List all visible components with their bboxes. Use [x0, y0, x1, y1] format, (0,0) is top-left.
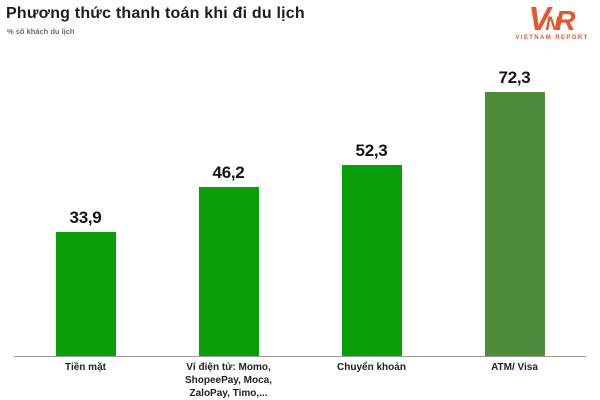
bar-chart-plot: 33,9 46,2 52,3 72,3: [14, 46, 586, 357]
vietnam-report-logo: VNR VIETNAM REPORT: [509, 2, 595, 41]
bar-value-label: 33,9: [69, 208, 102, 228]
bar-column-transfer: 52,3: [300, 46, 443, 356]
bar-value-label: 72,3: [498, 68, 531, 88]
category-label-ewallet: Ví điện tử: Momo, ShopeePay, Moca, ZaloP…: [184, 362, 273, 399]
logo-letter: V: [528, 0, 551, 37]
category-label-atm-visa: ATM/ Visa: [491, 362, 538, 373]
bar-column-cash: 33,9: [14, 46, 157, 356]
category-label-transfer: Chuyển khoản: [337, 362, 406, 373]
bar-column-atm-visa: 72,3: [443, 46, 586, 356]
vnr-logo-icon: VNR: [509, 2, 595, 35]
bar-value-label: 52,3: [355, 141, 388, 161]
chart-title: Phương thức thanh toán khi đi du lịch: [6, 5, 305, 22]
bar-transfer: [341, 165, 402, 356]
category-axis: Tiền mặt Ví điện tử: Momo, ShopeePay, Mo…: [14, 361, 586, 400]
logo-caption: VIETNAM REPORT: [515, 35, 589, 41]
logo-letter: N: [545, 14, 560, 35]
bar-value-label: 46,2: [212, 163, 245, 183]
chart-subtitle: % số khách du lịch: [7, 27, 75, 36]
bar-column-ewallet: 46,2: [157, 46, 300, 356]
category-label-cash: Tiền mặt: [65, 362, 106, 373]
bar-cash: [55, 232, 116, 356]
logo-letter: R: [555, 5, 576, 36]
bar-atm-visa: [484, 92, 545, 356]
bar-ewallet: [198, 187, 259, 356]
